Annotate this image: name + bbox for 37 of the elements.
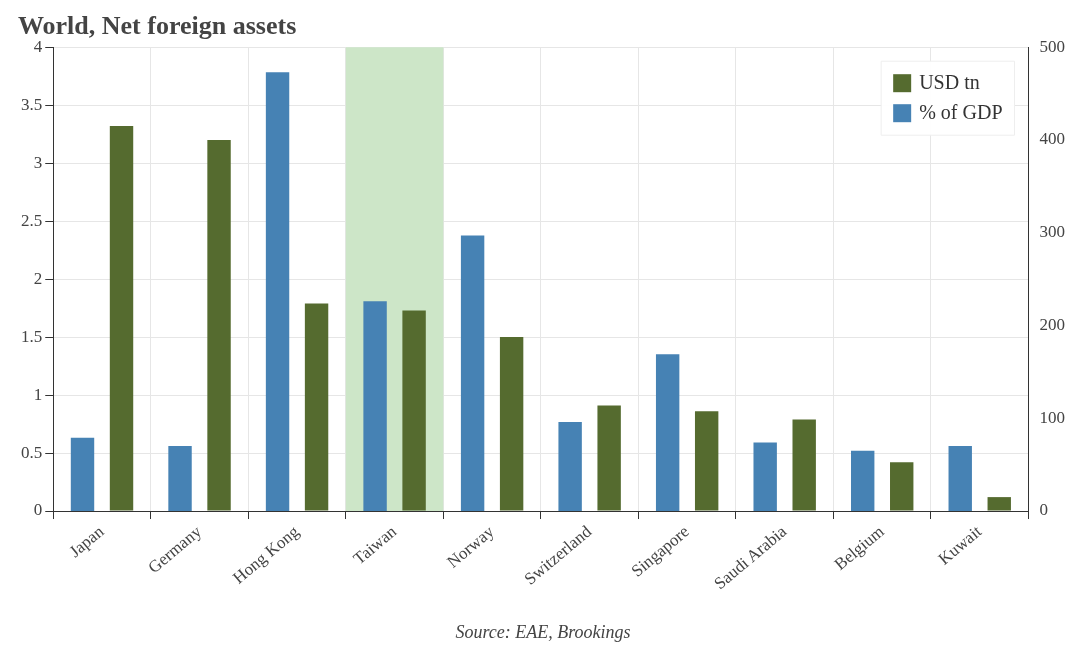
- bar: [70, 437, 95, 512]
- y2-tick-label: 400: [1039, 129, 1065, 149]
- bar: [987, 497, 1011, 511]
- bar: [168, 446, 192, 512]
- y-tick-label: 1: [33, 384, 43, 404]
- bar: [558, 421, 582, 512]
- y2-tick-label: 200: [1039, 314, 1065, 334]
- y-tick-label: 2.5: [21, 210, 43, 230]
- legend-label: % of GDP: [919, 101, 1003, 124]
- bar: [851, 450, 875, 512]
- bar: [207, 139, 231, 511]
- y2-tick-label: 100: [1039, 407, 1065, 427]
- y2-tick-label: 0: [1039, 500, 1048, 520]
- bar: [948, 446, 972, 512]
- bar: [890, 462, 914, 511]
- bar: [597, 405, 621, 511]
- y-tick-label: 0.5: [21, 442, 43, 462]
- bar: [655, 354, 680, 512]
- bar: [499, 337, 524, 511]
- y-tick-label: 0: [33, 500, 43, 520]
- bar: [304, 303, 329, 511]
- bar: [265, 72, 290, 512]
- bar: [402, 310, 426, 511]
- bar: [753, 442, 777, 512]
- y2-tick-label: 300: [1039, 222, 1065, 242]
- y-tick-label: 2: [33, 268, 43, 288]
- bar: [694, 411, 719, 511]
- y2-tick-label: 500: [1039, 36, 1065, 56]
- bar: [460, 235, 485, 512]
- bar: [792, 419, 816, 511]
- y-tick-label: 3.5: [21, 94, 43, 114]
- legend-label: USD tn: [919, 71, 980, 94]
- bar: [109, 126, 134, 511]
- y-tick-label: 1.5: [21, 326, 43, 346]
- bar: [363, 301, 387, 512]
- source-note: Source: EAE, Brookings: [454, 622, 632, 643]
- y-tick-label: 3: [33, 152, 43, 172]
